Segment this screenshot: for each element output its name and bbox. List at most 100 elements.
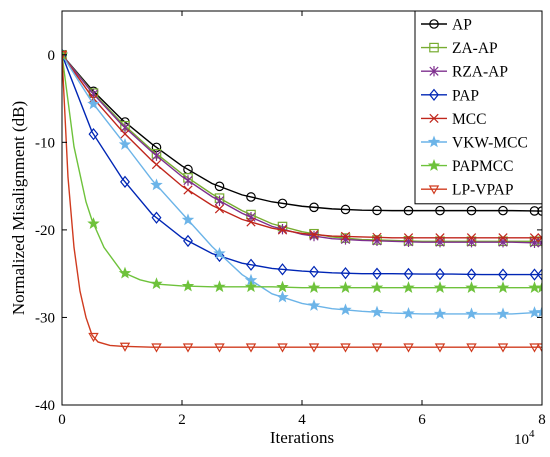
data-point-vkw-mcc: [87, 97, 100, 110]
legend-item-lp-vpap: LP-VPAP: [421, 182, 513, 199]
data-point-pap: [88, 127, 99, 141]
data-point-mcc: [466, 233, 477, 243]
series-rza-ap: [62, 49, 542, 249]
y-tick-label: -10: [35, 135, 55, 151]
data-point-vkw-mcc: [370, 305, 384, 318]
x-tick-label: 4: [298, 412, 306, 428]
series-line-ap: [62, 54, 542, 212]
data-point-ap: [277, 198, 288, 209]
data-point-vkw-mcc: [496, 307, 510, 320]
data-point-vkw-mcc: [181, 213, 195, 226]
legend-label: RZA-AP: [452, 64, 508, 81]
data-point-pap: [246, 258, 256, 271]
x-tick-label: 6: [418, 412, 426, 428]
data-point-vkw-mcc: [535, 305, 542, 318]
data-point-lp-vpap: [403, 343, 414, 353]
data-point-papmcc: [370, 281, 384, 293]
data-point-papmcc: [244, 280, 258, 293]
data-point-lp-vpap: [529, 343, 540, 353]
series-vkw-mcc: [62, 48, 542, 320]
data-point-papmcc: [118, 266, 132, 279]
data-point-ap: [372, 205, 382, 216]
data-point-papmcc: [433, 281, 447, 293]
data-point-pap: [309, 265, 319, 278]
y-tick-label: 0: [48, 48, 56, 64]
data-point-lp-vpap: [466, 343, 477, 353]
data-point-mcc: [498, 233, 508, 243]
data-point-ap: [466, 205, 477, 216]
data-point-papmcc: [465, 281, 478, 293]
legend-item-vkw-mcc: VKW-MCC: [421, 135, 528, 152]
legend-label: VKW-MCC: [452, 135, 528, 152]
x-axis-label: Iterations: [270, 428, 334, 447]
data-point-lp-vpap: [214, 343, 225, 353]
legend-swatch-marker: [429, 66, 439, 77]
data-point-lp-vpap: [245, 343, 257, 353]
data-point-pap: [120, 175, 130, 188]
data-point-vkw-mcc: [465, 307, 478, 320]
data-point-mcc: [529, 233, 540, 243]
axes-layer: 0 2 4 6 8 0 -10 -20 -30 -40: [35, 11, 546, 428]
legend-swatch-marker: [427, 159, 441, 171]
legend-item-rza-ap: RZA-AP: [421, 64, 508, 81]
data-point-lp-vpap: [88, 332, 99, 343]
data-point-ap: [529, 206, 540, 216]
x-tick-label: 8: [538, 412, 546, 428]
data-point-papmcc: [402, 281, 415, 293]
series-ap: [62, 49, 542, 216]
data-point-vkw-mcc: [433, 307, 447, 320]
data-point-rza-ap: [151, 150, 162, 161]
legend-label: AP: [452, 17, 472, 34]
data-point-rza-ap: [309, 230, 319, 242]
data-point-pap: [498, 268, 508, 281]
legend-label: MCC: [452, 111, 486, 128]
legend-item-ap: AP: [421, 17, 472, 34]
data-point-mcc: [120, 129, 130, 139]
data-point-lp-vpap: [371, 343, 383, 353]
legend-label: LP-VPAP: [452, 182, 513, 199]
data-point-mcc: [435, 233, 445, 243]
legend-label: PAP: [452, 87, 479, 104]
data-point-papmcc: [276, 280, 289, 293]
data-point-mcc: [372, 232, 382, 242]
x-axis-multiplier: 104: [514, 428, 535, 448]
data-point-lp-vpap: [536, 343, 542, 353]
legend-swatch-marker: [427, 135, 441, 148]
y-tick-label: -40: [35, 398, 55, 414]
data-point-ap: [403, 205, 414, 216]
data-point-papmcc: [150, 277, 163, 290]
data-point-papmcc: [535, 281, 542, 293]
data-point-vkw-mcc: [150, 178, 163, 191]
data-point-ap: [340, 204, 351, 215]
data-point-papmcc: [181, 279, 195, 292]
series-layer: [62, 48, 542, 353]
data-point-mcc: [183, 185, 193, 195]
data-point-lp-vpap: [182, 343, 194, 353]
legend-label: PAPMCC: [452, 158, 513, 175]
data-point-papmcc: [213, 280, 226, 293]
data-point-pap: [403, 267, 414, 281]
data-point-rza-ap: [498, 236, 508, 248]
legend-item-za-ap: ZA-AP: [421, 40, 498, 57]
series-papmcc: [62, 48, 542, 293]
legend-swatch-marker: [429, 113, 439, 124]
series-mcc: [62, 50, 542, 243]
data-point-ap: [309, 202, 319, 213]
data-point-ap: [498, 205, 508, 216]
legend-swatch-marker: [428, 185, 440, 195]
data-point-mcc: [309, 229, 319, 240]
data-point-mcc: [537, 233, 542, 243]
data-point-papmcc: [339, 281, 352, 293]
data-point-mcc: [214, 204, 225, 214]
data-point-mcc: [151, 159, 162, 170]
series-line-pap: [62, 54, 542, 276]
data-point-lp-vpap: [277, 343, 288, 353]
data-point-lp-vpap: [151, 343, 162, 353]
data-point-mcc: [403, 233, 414, 243]
data-point-lp-vpap: [119, 342, 131, 352]
series-line-lp-vpap: [62, 54, 542, 348]
legend-item-mcc: MCC: [421, 111, 486, 128]
series-line-vkw-mcc: [62, 54, 542, 315]
